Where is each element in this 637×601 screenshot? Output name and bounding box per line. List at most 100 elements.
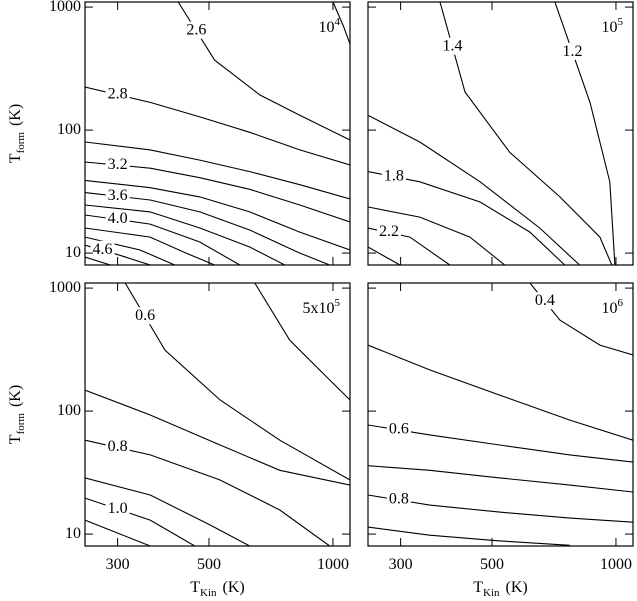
contour-label: 1.8 [384, 167, 404, 184]
x-tick-label: 1000 [600, 556, 632, 573]
contour-line [85, 86, 350, 166]
axis-label: TKin (K) [190, 579, 245, 599]
contours: 2.6 2.8 3.2 3.6 4.0 4.6 [85, 2, 350, 265]
contour-label: 1.0 [108, 500, 128, 517]
contour-line [439, 2, 613, 265]
contour-label: 2.8 [108, 85, 128, 102]
axis-label: Tform (K) [7, 104, 27, 163]
contour-line [124, 283, 350, 481]
contour-label: 1.4 [443, 38, 463, 55]
annotation-base: 10 [319, 19, 335, 36]
annotation-exponent: 6 [618, 297, 624, 309]
plot-frame [367, 1, 634, 266]
contour-label: 0.8 [108, 438, 128, 455]
contour-label-bg [532, 292, 557, 310]
contour-line [85, 477, 250, 546]
contour-line [368, 465, 633, 493]
axis-label-unit: (K) [506, 579, 528, 596]
panel: 1.4 1.2 1.8 2.2 105 [367, 1, 634, 266]
y-tick-label: 100 [57, 402, 81, 419]
contour-line [85, 161, 350, 223]
axis-label-unit: (K) [223, 579, 245, 596]
panel: 0.4 0.6 0.8 300 500 1000 106 TKin (K) [367, 282, 634, 599]
axis-label-main: T [7, 434, 24, 444]
contour-line [332, 2, 350, 45]
contour-line [85, 519, 151, 546]
contour-label: 0.6 [135, 307, 155, 324]
contour-label: 3.2 [108, 156, 128, 173]
axis-label-sub: form [15, 413, 27, 435]
contours: 1.4 1.2 1.8 2.2 [368, 2, 616, 265]
contour-label-bg [105, 499, 130, 517]
contour-line [85, 141, 350, 200]
axis-label-sub: Kin [483, 587, 500, 599]
annotation-exponent: 4 [335, 16, 341, 28]
annotation-exponent: 5 [335, 297, 341, 309]
contour-label: 0.4 [535, 292, 555, 309]
contour-line [254, 283, 350, 401]
y-tick-label: 1000 [49, 0, 81, 15]
plot-frame [84, 1, 351, 266]
contour-label-bg [90, 240, 115, 258]
x-tick-label: 300 [106, 556, 130, 573]
contour-line [85, 179, 350, 251]
y-tick-label: 1000 [49, 279, 81, 296]
contour-label-bg [105, 155, 130, 173]
contour-label: 2.6 [186, 22, 206, 39]
contour-line [85, 256, 111, 265]
panel-annotation: 106 [602, 297, 624, 317]
contour-line [85, 227, 215, 265]
contour-line [85, 192, 330, 265]
contour-label: 0.6 [389, 421, 409, 438]
contour-line [368, 114, 580, 265]
contour-line [554, 2, 616, 265]
contour-line [85, 204, 286, 265]
contour-line [368, 526, 570, 546]
contour-label-bg [133, 307, 158, 325]
axis-label-main: T [473, 579, 483, 596]
annotation-base: 10 [602, 19, 618, 36]
axis-label-main: T [190, 579, 200, 596]
annotation-base: 10 [602, 300, 618, 317]
contour-label-bg [105, 187, 130, 205]
contour-label-bg [184, 21, 209, 39]
plot-frame [367, 282, 634, 547]
axis-label-main: T [7, 153, 24, 163]
contour-label-bg [376, 223, 401, 241]
contour-line [368, 246, 401, 265]
axis-label-unit: (K) [7, 385, 24, 407]
contour-label-bg [381, 167, 406, 185]
axis-label-sub: Kin [200, 587, 217, 599]
y-tick-label: 100 [57, 121, 81, 138]
x-tick-label: 500 [197, 556, 221, 573]
contour-line [85, 389, 350, 486]
panel-annotation: 104 [319, 16, 341, 36]
x-tick-label: 500 [480, 556, 504, 573]
contours: 0.4 0.6 0.8 [368, 283, 633, 546]
contour-label: 2.2 [379, 223, 399, 240]
x-tick-label: 300 [389, 556, 413, 573]
contour-label-bg [105, 438, 130, 456]
annotation-exponent: 5 [618, 16, 624, 28]
contour-label: 4.6 [92, 241, 112, 258]
axis-label: Tform (K) [7, 385, 27, 444]
contour-line [368, 344, 633, 441]
contour-label-bg [440, 37, 465, 55]
contour-line [177, 2, 350, 141]
y-tick-label: 10 [65, 525, 81, 542]
contour-label-bg [560, 42, 585, 60]
contour-line [368, 206, 506, 265]
contour-line [368, 171, 566, 265]
contour-label-bg [105, 85, 130, 103]
contour-label-bg [386, 420, 411, 438]
contour-label-bg [105, 210, 130, 228]
contour-label: 0.8 [389, 491, 409, 508]
axis-label-sub: form [15, 132, 27, 154]
plot-frame [84, 282, 351, 547]
y-tick-label: 10 [65, 244, 81, 261]
axis-label: TKin (K) [473, 579, 528, 599]
panel-annotation: 105 [602, 16, 624, 36]
axis-label-unit: (K) [7, 104, 24, 126]
